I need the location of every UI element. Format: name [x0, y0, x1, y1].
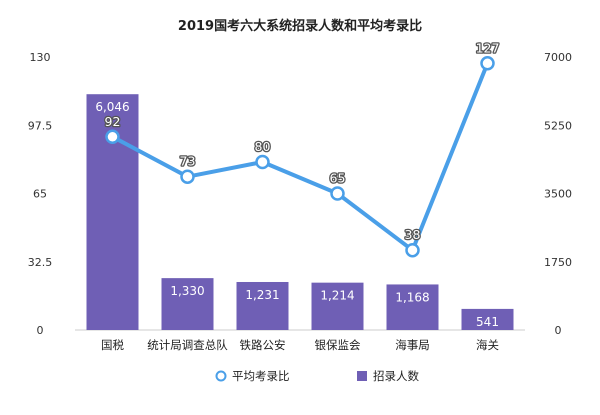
legend-bar-marker: [357, 371, 367, 381]
line-data-label: 92: [105, 114, 121, 129]
bar: [386, 284, 439, 330]
bar-data-label: 1,168: [395, 290, 429, 304]
chart-title: 2019国考六大系统招录人数和平均考录比: [178, 18, 422, 34]
legend-bar-label: 招录人数: [373, 369, 419, 383]
bar: [311, 282, 364, 330]
line-point: [405, 242, 420, 258]
bar-data-label: 1,330: [170, 284, 204, 298]
axes: 0 32.5 65 97.5 130 0 1750 3500 5250 7000: [28, 51, 572, 337]
line-data-label: 38: [405, 227, 421, 242]
right-tick-label: 3500: [544, 188, 572, 201]
bar-data-label: 1,231: [245, 288, 279, 302]
right-tick-label: 7000: [544, 51, 572, 64]
bar: [236, 281, 289, 330]
category-labels: 国税 统计局调查总队 铁路公安 银保监会 海事局 海关: [101, 338, 499, 352]
line-point: [480, 56, 495, 71]
legend-line-label: 平均考录比: [232, 369, 290, 383]
category-label: 海事局: [395, 338, 430, 352]
left-tick-label: 32.5: [28, 256, 53, 269]
bar-data-label: 6,046: [95, 100, 129, 114]
bar-data-label: 541: [476, 315, 499, 329]
right-tick-label: 1750: [544, 256, 572, 269]
line-data-label: 80: [255, 139, 271, 154]
legend-line-marker: [215, 370, 227, 382]
line-point: [330, 186, 345, 201]
legend: 平均考录比 招录人数: [215, 369, 419, 383]
category-label: 银保监会: [315, 338, 361, 352]
right-tick-label: 5250: [544, 119, 572, 132]
line-series: 92 73 80 65 38 127: [103, 39, 501, 258]
line-path: [110, 61, 490, 253]
right-tick-label: 0: [555, 324, 562, 337]
line-data-label: 127: [476, 40, 500, 55]
category-label: 海关: [476, 338, 499, 352]
line-point: [255, 154, 270, 170]
category-label: 铁路公安: [240, 338, 286, 352]
left-tick-label: 97.5: [28, 119, 53, 132]
category-label: 国税: [101, 338, 124, 352]
left-tick-label: 65: [33, 188, 47, 201]
bar: [161, 278, 214, 330]
line-data-label: 73: [180, 154, 196, 169]
line-point: [180, 169, 195, 184]
bar: [461, 308, 514, 330]
left-tick-label: 0: [37, 324, 44, 337]
category-label: 统计局调查总队: [147, 338, 228, 352]
line-data-label: 65: [330, 171, 346, 186]
left-tick-label: 130: [30, 51, 51, 64]
bar-data-label: 1,214: [320, 289, 354, 303]
bar-series: 6,046 1,330 1,231 1,214 1,168 541: [86, 94, 514, 331]
line-point: [105, 129, 120, 145]
